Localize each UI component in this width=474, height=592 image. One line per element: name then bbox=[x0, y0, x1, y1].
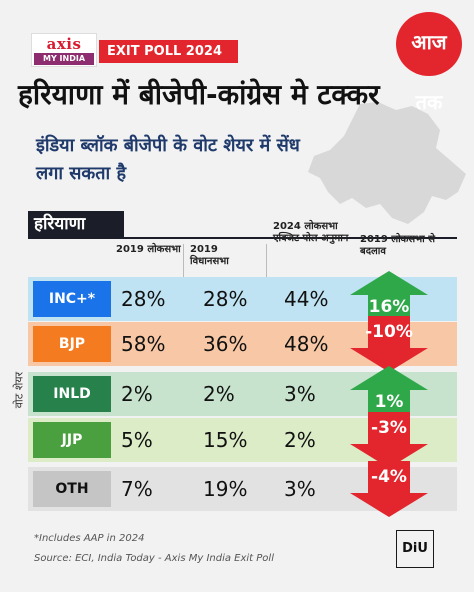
change-arrow: -4% bbox=[348, 459, 430, 519]
cell-ls2019: 7% bbox=[121, 477, 153, 501]
change-arrow-shape bbox=[350, 366, 428, 422]
arrow-down-icon bbox=[350, 316, 428, 372]
aaj-tak-logo: आज तक bbox=[396, 12, 462, 114]
change-label: 1% bbox=[374, 392, 404, 412]
change-label: -10% bbox=[365, 322, 413, 342]
table-row-oth: OTH 7% 19% 3% -4% bbox=[28, 461, 457, 517]
party-label: INLD bbox=[33, 376, 111, 412]
cell-vs2019: 36% bbox=[203, 332, 248, 356]
source-note: Source: ECI, India Today - Axis My India… bbox=[34, 553, 274, 564]
change-arrow-shape bbox=[350, 412, 428, 468]
haryana-map-icon bbox=[308, 102, 466, 224]
col-header-vs2019: 2019 विधानसभा bbox=[190, 244, 229, 267]
axis-logo-text: axis bbox=[46, 35, 82, 53]
table-row-inld: INLD 2% 2% 3% 1% bbox=[28, 366, 457, 422]
cell-ls2019: 5% bbox=[121, 428, 153, 452]
arrow-up-icon bbox=[350, 271, 428, 327]
change-arrow-shape bbox=[350, 316, 428, 372]
arrow-up-icon bbox=[350, 366, 428, 422]
cell-vs2019: 15% bbox=[203, 428, 248, 452]
cell-vs2019: 19% bbox=[203, 477, 248, 501]
arrow-down-icon bbox=[350, 412, 428, 468]
table-title-rule bbox=[28, 237, 457, 239]
axis-my-india-logo: axis MY INDIA bbox=[31, 33, 97, 67]
col-header-exit2024: 2024 लोकसभा एक्जिट पोल अनुमान bbox=[273, 221, 349, 244]
row-axis-label-text: वोट शेयर bbox=[12, 371, 26, 409]
change-arrow: 16% bbox=[348, 269, 430, 329]
party-label: BJP bbox=[33, 326, 111, 362]
cell-exit2024: 48% bbox=[284, 332, 329, 356]
table-row-bjp: BJP 58% 36% 48% -10% bbox=[28, 316, 457, 372]
cell-vs2019: 2% bbox=[203, 382, 235, 406]
party-label: INC+* bbox=[33, 281, 111, 317]
change-arrow: 1% bbox=[348, 364, 430, 424]
cell-vs2019: 28% bbox=[203, 287, 248, 311]
change-arrow-shape bbox=[350, 461, 428, 517]
headline: हरियाणा में बीजेपी-कांग्रेस मे टक्कर bbox=[18, 78, 380, 111]
cell-exit2024: 44% bbox=[284, 287, 329, 311]
table-row-inc: INC+* 28% 28% 44% 16% bbox=[28, 271, 457, 327]
change-arrow-shape bbox=[350, 271, 428, 327]
footnote: *Includes AAP in 2024 bbox=[34, 533, 145, 544]
col-header-change: 2019 लोकसभा से बदलाव bbox=[360, 234, 435, 257]
change-arrow: -10% bbox=[348, 314, 430, 374]
col-header-ls2019: 2019 लोकसभा bbox=[116, 244, 181, 255]
cell-ls2019: 58% bbox=[121, 332, 166, 356]
table-row-jjp: JJP 5% 15% 2% -3% bbox=[28, 412, 457, 468]
cell-ls2019: 28% bbox=[121, 287, 166, 311]
arrow-down-icon bbox=[350, 461, 428, 517]
table-title: हरियाणा bbox=[28, 211, 124, 238]
change-label: 16% bbox=[368, 297, 410, 317]
cell-ls2019: 2% bbox=[121, 382, 153, 406]
change-label: -4% bbox=[371, 467, 407, 487]
change-arrow: -3% bbox=[348, 410, 430, 470]
subheadline: इंडिया ब्लॉक बीजेपी के वोट शेयर में सेंध… bbox=[36, 135, 300, 184]
party-label: JJP bbox=[33, 422, 111, 458]
my-india-logo-text: MY INDIA bbox=[34, 53, 94, 65]
cell-exit2024: 2% bbox=[284, 428, 316, 452]
col-divider bbox=[266, 244, 267, 278]
party-label: OTH bbox=[33, 471, 111, 507]
col-divider bbox=[183, 244, 184, 278]
diu-logo: DiU bbox=[396, 530, 434, 568]
exit-poll-tag: EXIT POLL 2024 bbox=[99, 40, 238, 63]
cell-exit2024: 3% bbox=[284, 382, 316, 406]
cell-exit2024: 3% bbox=[284, 477, 316, 501]
change-label: -3% bbox=[371, 418, 407, 438]
